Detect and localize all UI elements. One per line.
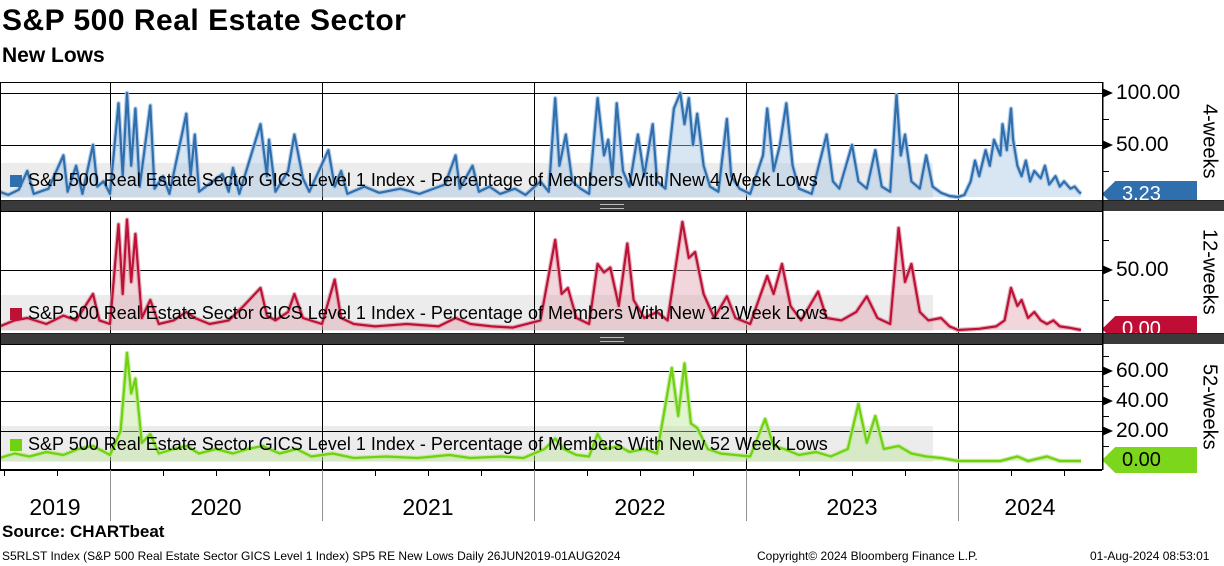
x-axis-year-label: 2020 bbox=[190, 494, 242, 520]
legend-item-12w[interactable]: S&P 500 Real Estate Sector GICS Level 1 … bbox=[0, 303, 828, 324]
legend-label: S&P 500 Real Estate Sector GICS Level 1 … bbox=[28, 170, 818, 190]
y-axis-tick-label: 50.00 bbox=[1116, 133, 1169, 156]
legend-label: S&P 500 Real Estate Sector GICS Level 1 … bbox=[28, 434, 828, 454]
legend-item-4w[interactable]: S&P 500 Real Estate Sector GICS Level 1 … bbox=[0, 170, 818, 191]
panel-4w-plot bbox=[0, 82, 1102, 200]
y-axis-tick-label: 50.00 bbox=[1116, 258, 1169, 281]
pane-resize-grip[interactable] bbox=[600, 204, 624, 209]
last-value-tag-52w: 0.00 bbox=[1102, 447, 1197, 473]
series-4w-line bbox=[0, 91, 1082, 199]
panel-axis-label-4w: 4-weeks bbox=[1198, 103, 1221, 179]
footer-security-info: S5RLST Index (S&P 500 Real Estate Sector… bbox=[2, 549, 621, 563]
x-axis-year-label: 2022 bbox=[614, 494, 666, 520]
x-axis-year-label: 2023 bbox=[826, 494, 878, 520]
legend-swatch-icon bbox=[10, 438, 22, 451]
x-axis-year-label: 2021 bbox=[402, 494, 454, 520]
footer-bar: S5RLST Index (S&P 500 Real Estate Sector… bbox=[0, 549, 1224, 566]
y-axis-tick-label: 100.00 bbox=[1116, 81, 1181, 104]
pane-divider bbox=[0, 333, 1224, 344]
source-label: Source: CHARTbeat bbox=[2, 522, 165, 541]
x-axis-year-label: 2024 bbox=[1004, 494, 1056, 520]
chart-subtitle: New Lows bbox=[2, 44, 105, 67]
panel-12w-plot bbox=[0, 211, 1102, 333]
chart-title: S&P 500 Real Estate Sector bbox=[2, 4, 407, 37]
y-axis-tick-label: 60.00 bbox=[1116, 359, 1169, 382]
series-12w-line bbox=[0, 218, 1082, 332]
panel-axis-label-12w: 12-weeks bbox=[1198, 229, 1221, 315]
footer-copyright: Copyright© 2024 Bloomberg Finance L.P. bbox=[757, 549, 978, 563]
legend-swatch-icon bbox=[10, 174, 22, 187]
pane-resize-grip[interactable] bbox=[600, 337, 624, 342]
panel-axis-label-52w: 52-weeks bbox=[1198, 364, 1221, 450]
legend-item-52w[interactable]: S&P 500 Real Estate Sector GICS Level 1 … bbox=[0, 434, 828, 455]
pane-divider bbox=[0, 200, 1224, 211]
series-52w-line bbox=[0, 351, 1081, 463]
x-axis-year-label: 2019 bbox=[29, 494, 81, 520]
legend-swatch-icon bbox=[10, 307, 22, 320]
y-axis-tick-label: 20.00 bbox=[1116, 419, 1169, 442]
y-axis-tick-label: 40.00 bbox=[1116, 389, 1169, 412]
footer-timestamp: 01-Aug-2024 08:53:01 bbox=[1090, 549, 1210, 563]
legend-label: S&P 500 Real Estate Sector GICS Level 1 … bbox=[28, 303, 828, 323]
panel-52w-plot bbox=[0, 344, 1102, 470]
series-4w-area bbox=[0, 93, 1081, 197]
